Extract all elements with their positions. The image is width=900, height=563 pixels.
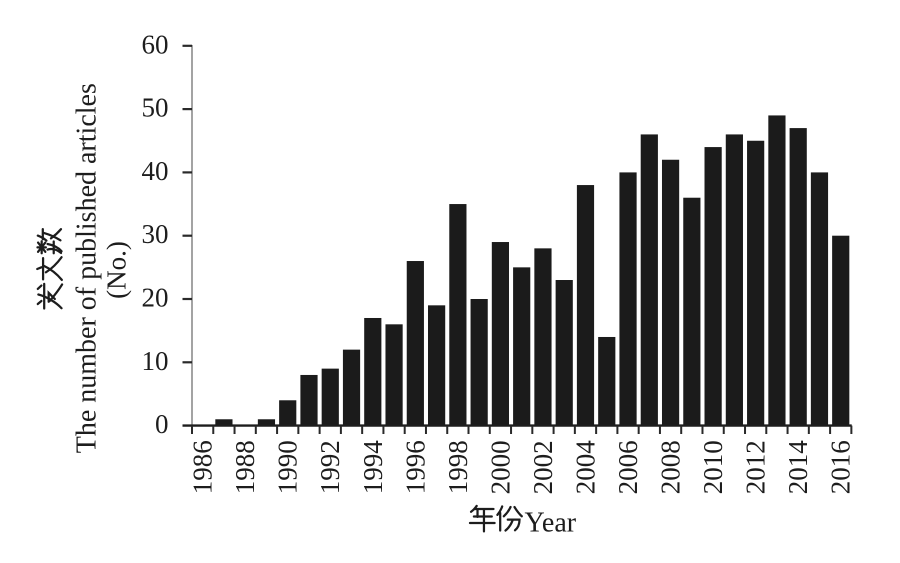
svg-text:2008: 2008 — [656, 440, 686, 494]
svg-text:30: 30 — [142, 219, 169, 249]
svg-text:60: 60 — [142, 29, 169, 59]
svg-text:2012: 2012 — [741, 440, 771, 494]
svg-text:10: 10 — [142, 346, 169, 376]
svg-text:50: 50 — [142, 93, 169, 123]
svg-text:2004: 2004 — [571, 440, 601, 495]
svg-text:1988: 1988 — [230, 440, 260, 494]
svg-text:1996: 1996 — [400, 440, 430, 494]
svg-text:1994: 1994 — [358, 440, 388, 495]
svg-text:1986: 1986 — [188, 440, 218, 494]
svg-text:Year: Year — [525, 508, 577, 539]
svg-text:2016: 2016 — [826, 440, 856, 494]
svg-text:2014: 2014 — [783, 440, 813, 495]
svg-text:1990: 1990 — [273, 440, 303, 494]
svg-text:2002: 2002 — [528, 440, 558, 494]
svg-text:2006: 2006 — [613, 440, 643, 494]
svg-text:40: 40 — [142, 156, 169, 186]
svg-text:20: 20 — [142, 283, 169, 313]
svg-text:2010: 2010 — [698, 440, 728, 494]
svg-text:2000: 2000 — [485, 440, 515, 494]
svg-text:1992: 1992 — [315, 440, 345, 494]
svg-text:The number of published articl: The number of published articles — [72, 83, 103, 453]
svg-text:0: 0 — [155, 409, 169, 439]
svg-text:1998: 1998 — [443, 440, 473, 494]
svg-text:(No.): (No.) — [102, 241, 132, 299]
